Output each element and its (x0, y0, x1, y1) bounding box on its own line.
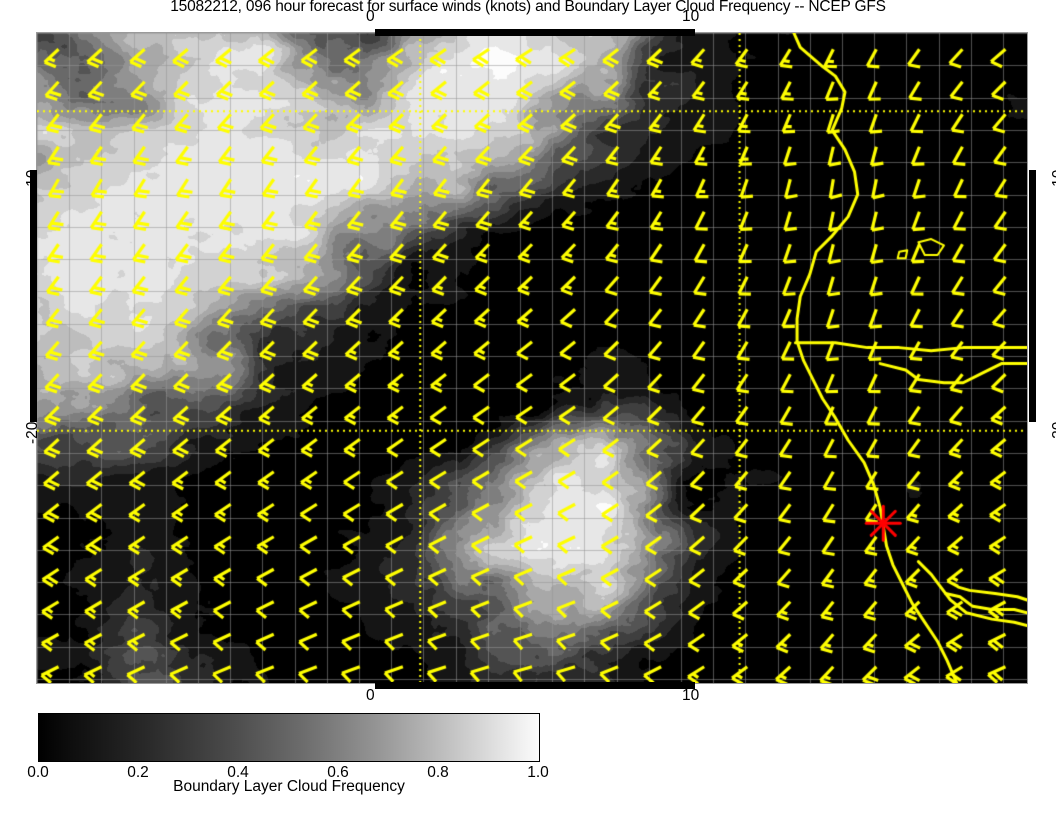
map-plot-frame (36, 32, 1028, 684)
x-tick-top-0: 0 (366, 8, 375, 25)
x-tick-bottom-0: 0 (366, 687, 375, 704)
y-tick-right-0: -10 (1050, 169, 1056, 192)
colorbar-tick-5: 1.0 (527, 764, 549, 781)
page-title: 15082212, 096 hour forecast for surface … (170, 0, 886, 15)
y-tick-right-1: -20 (1050, 421, 1056, 444)
colorbar-tick-1: 0.2 (127, 764, 149, 781)
axis-bar-bottom (375, 682, 695, 689)
axis-bar-top (375, 29, 695, 36)
colorbar-tick-3: 0.6 (327, 764, 349, 781)
map-plot-area (37, 33, 1027, 683)
y-tick-left-0: -10 (24, 169, 41, 192)
y-tick-left-1: -20 (24, 421, 41, 444)
colorbar-label: Boundary Layer Cloud Frequency (173, 778, 405, 795)
axis-bar-left (30, 170, 37, 422)
colorbar-tick-0: 0.0 (27, 764, 49, 781)
axis-bar-right (1029, 170, 1036, 422)
colorbar-tick-4: 0.8 (427, 764, 449, 781)
cloud-frequency-map (37, 33, 1027, 683)
colorbar-tick-2: 0.4 (227, 764, 249, 781)
x-tick-top-1: 10 (682, 8, 700, 25)
colorbar (38, 713, 540, 762)
x-tick-bottom-1: 10 (682, 687, 700, 704)
